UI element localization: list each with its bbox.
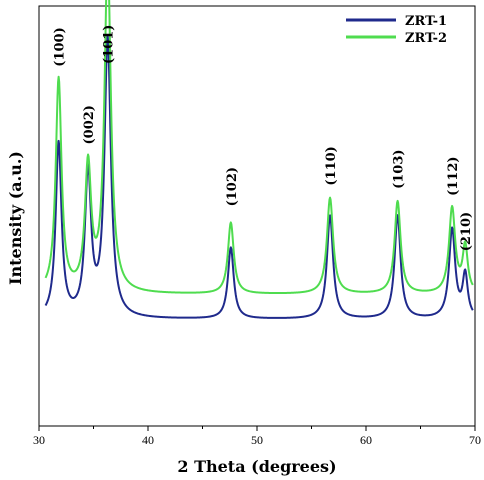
peak-label: (110) bbox=[324, 146, 339, 185]
peak-annotations: (100) (002) (101) (102) (110) (103) (112) (210) bbox=[53, 25, 475, 252]
legend: ZRT-1 ZRT-2 bbox=[346, 14, 447, 46]
x-tick-label: 30 bbox=[33, 433, 45, 447]
peak-label: (112) bbox=[446, 156, 461, 195]
legend-label-zrt-2: ZRT-2 bbox=[405, 31, 447, 46]
peak-label: (100) bbox=[53, 27, 68, 66]
peak-label: (210) bbox=[459, 212, 474, 251]
series-line-zrt-1 bbox=[44, 34, 474, 319]
peak-label: (103) bbox=[392, 149, 407, 188]
peak-label: (101) bbox=[102, 25, 117, 64]
x-axis-title: 2 Theta (degrees) bbox=[177, 457, 336, 476]
x-tick-label: 70 bbox=[469, 433, 481, 447]
peak-label: (102) bbox=[225, 167, 240, 206]
x-axis-ticks: 30 40 50 60 70 bbox=[33, 426, 481, 447]
x-tick-label: 60 bbox=[360, 433, 372, 447]
peak-label: (002) bbox=[82, 105, 97, 144]
x-tick-label: 50 bbox=[251, 433, 263, 447]
x-tick-label: 40 bbox=[142, 433, 154, 447]
series-line-zrt-2 bbox=[44, 0, 474, 295]
y-axis-title: Intensity (a.u.) bbox=[6, 151, 25, 285]
legend-label-zrt-1: ZRT-1 bbox=[405, 14, 447, 29]
